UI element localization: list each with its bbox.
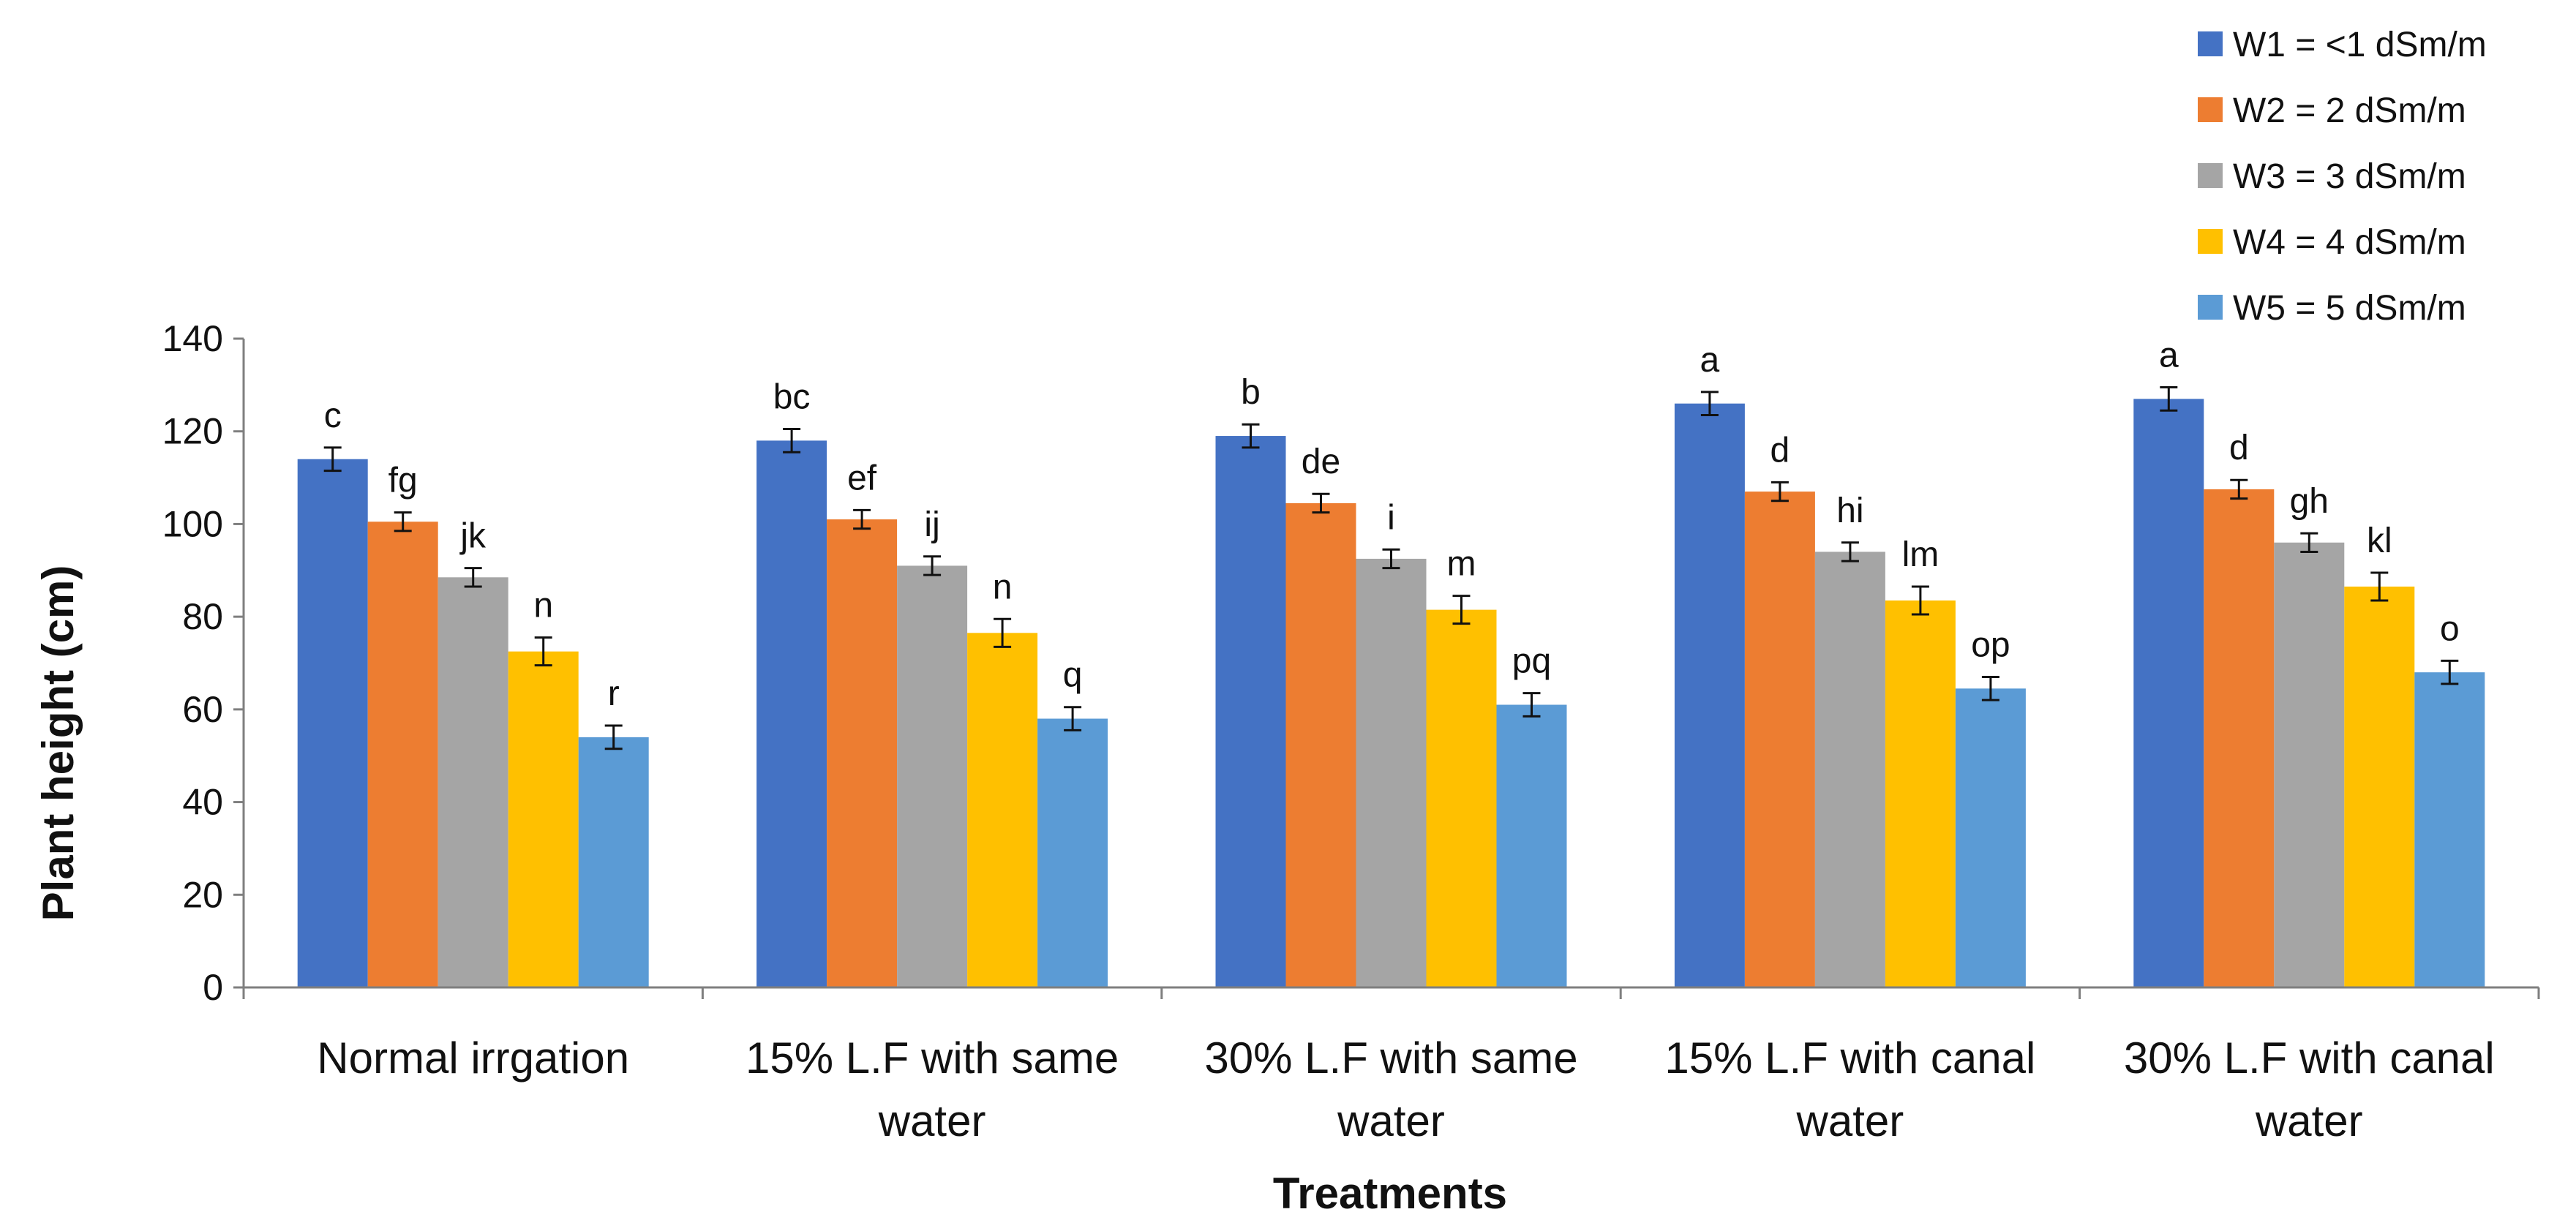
significance-label: op <box>1971 626 2010 665</box>
significance-label: q <box>1063 656 1083 695</box>
bar <box>897 565 968 987</box>
significance-label: kl <box>2367 522 2392 560</box>
bar <box>2344 586 2415 987</box>
legend-swatch <box>2198 97 2223 122</box>
significance-label: ef <box>847 459 877 497</box>
bar <box>438 577 508 987</box>
bar <box>578 737 649 987</box>
legend-label: W3 = 3 dSm/m <box>2233 157 2466 196</box>
y-tick-label: 40 <box>182 782 223 823</box>
bar <box>2414 672 2485 987</box>
legend-swatch <box>2198 163 2223 188</box>
significance-label: n <box>533 587 553 625</box>
y-axis-ticks: 0 20 40 60 80 100 120 140 <box>162 318 244 1008</box>
bar <box>1215 436 1286 987</box>
bar <box>508 651 579 987</box>
bar <box>1744 492 1815 987</box>
legend-label: W5 = 5 dSm/m <box>2233 289 2466 328</box>
significance-label: n <box>993 568 1013 606</box>
significance-label: r <box>608 674 620 713</box>
y-tick-label: 20 <box>182 874 223 915</box>
legend: W1 = <1 dSm/m W2 = 2 dSm/m W3 = 3 dSm/m W4 … <box>2198 26 2487 328</box>
significance-label: i <box>1387 498 1395 537</box>
bar <box>2274 542 2345 987</box>
bar <box>1285 502 1356 987</box>
axes <box>242 339 2540 999</box>
significance-label: jk <box>459 517 487 556</box>
x-tick-label: Normal irrgation <box>317 1034 629 1083</box>
bar <box>1814 551 1885 987</box>
x-tick-label: 30% L.F with same <box>1204 1034 1577 1083</box>
bar <box>1496 704 1567 987</box>
legend-label: W2 = 2 dSm/m <box>2233 91 2466 130</box>
significance-label: b <box>1241 373 1261 412</box>
y-tick-label: 80 <box>182 596 223 637</box>
legend-swatch <box>2198 295 2223 320</box>
significance-label: ij <box>924 505 939 544</box>
bar <box>297 459 368 987</box>
bar <box>2204 489 2275 987</box>
x-tick-label: water <box>1796 1096 1904 1145</box>
x-axis-tick-labels: Normal irrgation 15% L.F with same water 30… <box>317 1034 2494 1145</box>
y-tick-label: 120 <box>162 411 223 452</box>
y-tick-label: 60 <box>182 689 223 730</box>
significance-label: pq <box>1512 642 1551 681</box>
bar <box>1955 688 2026 987</box>
legend-swatch <box>2198 229 2223 254</box>
x-tick-label: water <box>2255 1096 2363 1145</box>
x-tick-label: 15% L.F with same <box>746 1034 1119 1083</box>
significance-label: fg <box>388 462 418 500</box>
x-tick-label: 15% L.F with canal <box>1664 1034 2035 1083</box>
x-axis-title: Treatments <box>1273 1169 1507 1218</box>
x-tick-label: water <box>878 1096 986 1145</box>
significance-label: a <box>2159 336 2179 375</box>
y-tick-label: 100 <box>162 503 223 544</box>
legend-label: W4 = 4 dSm/m <box>2233 223 2466 262</box>
bar <box>1426 609 1497 987</box>
y-axis-title: Plant height (cm) <box>34 565 83 922</box>
significance-label: o <box>2440 609 2460 648</box>
significance-label: c <box>324 396 342 435</box>
x-tick-label: water <box>1337 1096 1445 1145</box>
significance-label: de <box>1302 443 1340 481</box>
bar <box>1356 558 1427 987</box>
x-tick-label: 30% L.F with canal <box>2124 1034 2495 1083</box>
significance-label: d <box>2229 429 2249 467</box>
significance-label: gh <box>2290 482 2329 521</box>
bar <box>1885 600 1956 987</box>
y-tick-label: 0 <box>203 967 223 1008</box>
bar <box>827 519 898 987</box>
bar <box>1037 718 1108 987</box>
bar <box>756 440 827 987</box>
significance-label: d <box>1770 431 1790 470</box>
significance-label: bc <box>773 378 811 417</box>
significance-label: m <box>1447 545 1476 584</box>
significance-label: a <box>1700 341 1720 380</box>
significance-label: hi <box>1836 492 1863 530</box>
significance-label: lm <box>1902 535 1939 574</box>
bar <box>367 522 438 987</box>
bar <box>967 633 1038 987</box>
legend-swatch <box>2198 31 2223 56</box>
y-tick-label: 140 <box>162 318 223 359</box>
legend-label: W1 = <1 dSm/m <box>2233 26 2487 64</box>
bar <box>1674 403 1745 987</box>
bar <box>2133 399 2204 987</box>
